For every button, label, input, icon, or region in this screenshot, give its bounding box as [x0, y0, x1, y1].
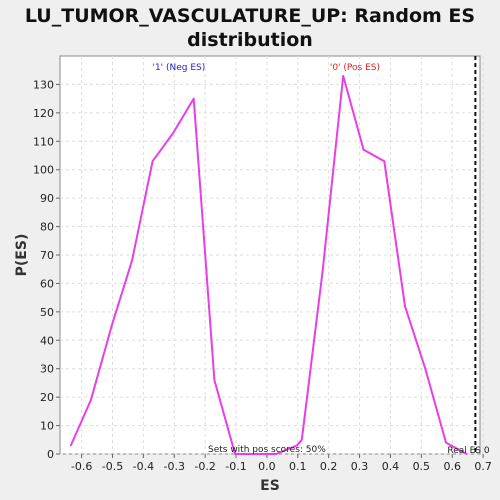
pos-scores-label: Sets with pos scores: 50%: [208, 445, 326, 455]
x-tick-label: -0.2: [194, 460, 215, 473]
chart-title-line1: LU_TUMOR_VASCULATURE_UP: Random ES: [24, 5, 476, 27]
y-axis-title: P(ES): [14, 234, 30, 277]
data-point: [424, 367, 427, 370]
y-tick-label: 20: [40, 391, 54, 404]
x-tick-label: 0.7: [474, 460, 492, 473]
x-tick-label: -0.5: [102, 460, 123, 473]
data-point: [301, 438, 303, 441]
neg-es-label: '1' (Neg ES): [152, 63, 205, 73]
x-tick-label: 0.5: [413, 460, 431, 473]
data-point: [465, 453, 468, 455]
data-point: [110, 325, 113, 327]
y-tick-label: 10: [40, 420, 54, 433]
data-point: [275, 453, 277, 455]
y-tick-label: 60: [40, 277, 54, 290]
y-tick-label: 90: [40, 192, 54, 205]
y-tick-label: 30: [40, 363, 54, 376]
y-tick-label: 80: [40, 221, 54, 234]
y-tick-label: 130: [33, 78, 54, 91]
data-point: [213, 379, 216, 381]
x-tick-label: -0.6: [71, 460, 92, 473]
ticks: -0.6 -0.5 -0.4 -0.3 -0.2 -0.1 0.0 0.1 0.2 0.3 0.4 0…: [33, 78, 492, 473]
x-tick-label: -0.3: [164, 460, 185, 473]
data-point: [404, 305, 406, 307]
data-point: [151, 160, 154, 162]
data-point: [383, 160, 386, 162]
x-tick-label: 0.3: [351, 460, 369, 473]
data-point: [362, 149, 365, 151]
data-point: [172, 131, 175, 134]
chart-title: LU_TUMOR_VASCULATURE_UP: Random ES distr…: [0, 4, 500, 52]
x-tick-label: 0.1: [289, 460, 307, 473]
x-tick-label: 0.0: [258, 460, 276, 473]
x-tick-label: 0.6: [443, 460, 461, 473]
data-point: [192, 97, 195, 100]
x-tick-label: -0.4: [133, 460, 154, 473]
data-point: [296, 444, 298, 447]
data-point: [254, 453, 257, 455]
data-point: [321, 271, 324, 273]
x-tick-label: 0.4: [382, 460, 400, 473]
y-tick-label: 40: [40, 334, 54, 347]
data-point: [445, 441, 447, 444]
y-tick-label: 0: [47, 448, 54, 461]
x-tick-label: 0.2: [320, 460, 338, 473]
series: [69, 56, 477, 455]
data-point: [234, 453, 236, 455]
data-point: [90, 399, 92, 401]
data-point: [342, 75, 344, 77]
x-tick-label: -0.1: [225, 460, 246, 473]
data-point: [70, 444, 72, 447]
data-point: [131, 259, 133, 262]
real-es-label: Real ES 0: [447, 446, 490, 456]
y-tick-label: 50: [40, 306, 54, 319]
y-tick-label: 70: [40, 249, 54, 262]
annotations: '1' (Neg ES) '0' (Pos ES) Sets with pos …: [152, 63, 489, 456]
x-axis-title: ES: [260, 478, 280, 494]
y-tick-label: 100: [33, 164, 54, 177]
y-tick-label: 120: [33, 107, 54, 120]
pos-es-label: '0' (Pos ES): [330, 63, 380, 73]
chart-title-line2: distribution: [187, 29, 313, 51]
y-tick-label: 110: [33, 135, 54, 148]
